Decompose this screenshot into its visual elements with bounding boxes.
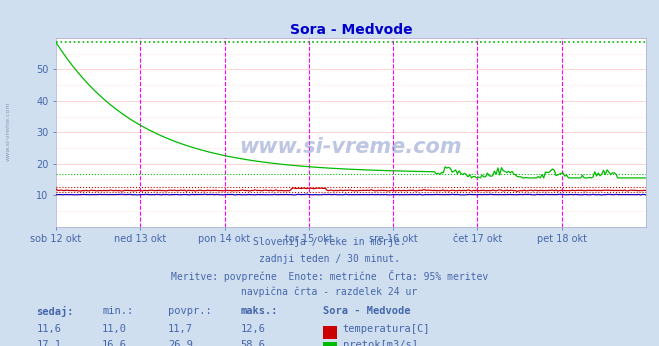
Text: temperatura[C]: temperatura[C] xyxy=(343,324,430,334)
Text: maks.:: maks.: xyxy=(241,306,278,316)
Text: 12,6: 12,6 xyxy=(241,324,266,334)
Text: www.si-vreme.com: www.si-vreme.com xyxy=(5,102,11,161)
Text: www.si-vreme.com: www.si-vreme.com xyxy=(240,137,462,157)
Text: 58,6: 58,6 xyxy=(241,340,266,346)
Text: 11,6: 11,6 xyxy=(36,324,61,334)
Title: Sora - Medvode: Sora - Medvode xyxy=(289,23,413,37)
Text: navpična črta - razdelek 24 ur: navpična črta - razdelek 24 ur xyxy=(241,287,418,297)
Text: povpr.:: povpr.: xyxy=(168,306,212,316)
Text: 11,7: 11,7 xyxy=(168,324,193,334)
Text: 17,1: 17,1 xyxy=(36,340,61,346)
Text: 11,0: 11,0 xyxy=(102,324,127,334)
Text: pretok[m3/s]: pretok[m3/s] xyxy=(343,340,418,346)
Text: 16,6: 16,6 xyxy=(102,340,127,346)
Text: zadnji teden / 30 minut.: zadnji teden / 30 minut. xyxy=(259,254,400,264)
Text: Sora - Medvode: Sora - Medvode xyxy=(323,306,411,316)
Text: Meritve: povprečne  Enote: metrične  Črta: 95% meritev: Meritve: povprečne Enote: metrične Črta:… xyxy=(171,270,488,282)
Text: min.:: min.: xyxy=(102,306,133,316)
Text: sedaj:: sedaj: xyxy=(36,306,74,317)
Text: 26,9: 26,9 xyxy=(168,340,193,346)
Text: Slovenija / reke in morje.: Slovenija / reke in morje. xyxy=(253,237,406,247)
